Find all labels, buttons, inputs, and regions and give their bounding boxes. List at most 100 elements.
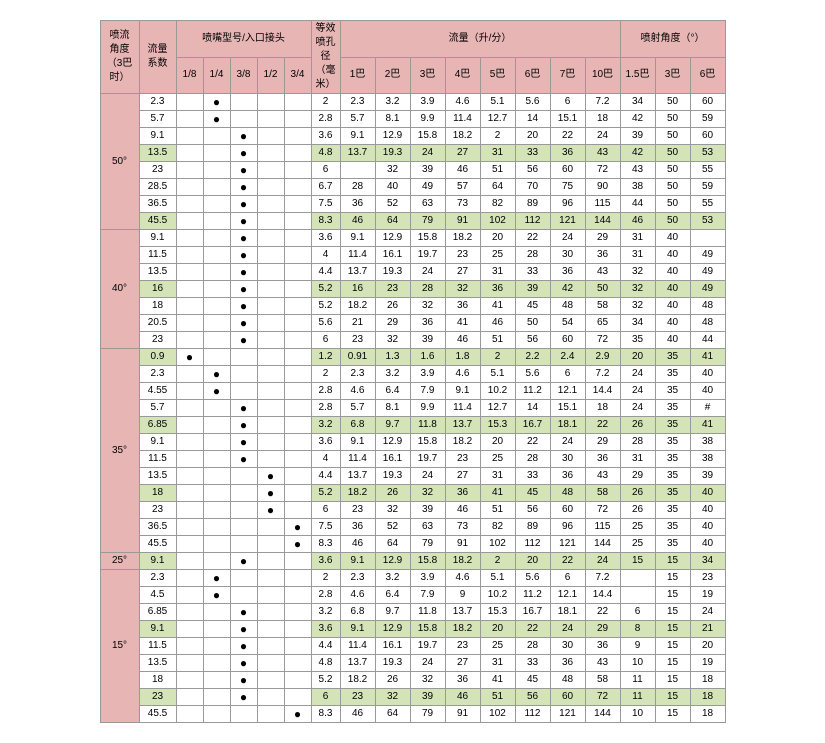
- sprayangle-cell: 18: [690, 706, 725, 723]
- flow-cell: 89: [515, 519, 550, 536]
- flow-cell: 24: [585, 128, 620, 145]
- sprayangle-cell: 18: [690, 672, 725, 689]
- flow-cell: 4.6: [340, 383, 375, 400]
- flow-cell: 29: [375, 315, 410, 332]
- inlet-dot: [257, 417, 284, 434]
- angle-cell: 50°: [100, 94, 139, 230]
- hdr-spraybar-2: 6巴: [690, 57, 725, 94]
- inlet-dot: [203, 349, 230, 366]
- flow-cell: 73: [445, 196, 480, 213]
- sprayangle-cell: 15: [655, 672, 690, 689]
- inlet-dot: [257, 94, 284, 111]
- inlet-dot: [176, 315, 203, 332]
- hdr-flowbar-6: 7巴: [550, 57, 585, 94]
- inlet-dot: [203, 145, 230, 162]
- flow-cell: 4.6: [340, 587, 375, 604]
- table-row: 23●632394651566072435055: [100, 162, 725, 179]
- flow-cell: 36: [585, 638, 620, 655]
- flow-cell: 14: [515, 400, 550, 417]
- flow-cell: 15.1: [550, 111, 585, 128]
- flow-cell: 15.8: [410, 230, 445, 247]
- inlet-dot: [284, 128, 311, 145]
- flow-cell: 18: [585, 111, 620, 128]
- flow-cell: 58: [585, 298, 620, 315]
- diam-cell: 6.7: [311, 179, 340, 196]
- flow-cell: 9.1: [340, 621, 375, 638]
- inlet-dot: [203, 213, 230, 230]
- flow-cell: 115: [585, 519, 620, 536]
- inlet-dot: [257, 298, 284, 315]
- inlet-dot: [176, 179, 203, 196]
- flow-cell: 46: [445, 332, 480, 349]
- coeff-cell: 2.3: [139, 570, 176, 587]
- sprayangle-cell: 50: [655, 111, 690, 128]
- diam-cell: 3.6: [311, 128, 340, 145]
- table-row: 23●62332394651566072263540: [100, 502, 725, 519]
- flow-cell: 11.2: [515, 383, 550, 400]
- sprayangle-cell: 11: [620, 672, 655, 689]
- hdr-equiv-diam: 等效 喷孔 径（毫 米）: [311, 21, 340, 94]
- flow-cell: 39: [410, 332, 445, 349]
- sprayangle-cell: 31: [620, 451, 655, 468]
- inlet-dot: [203, 519, 230, 536]
- flow-cell: 70: [515, 179, 550, 196]
- sprayangle-cell: 59: [690, 111, 725, 128]
- diam-cell: 6: [311, 689, 340, 706]
- flow-cell: 64: [375, 706, 410, 723]
- angle-cell: 35°: [100, 349, 139, 553]
- sprayangle-cell: 50: [655, 213, 690, 230]
- diam-cell: 8.3: [311, 706, 340, 723]
- flow-cell: 16.7: [515, 417, 550, 434]
- flow-cell: 115: [585, 196, 620, 213]
- table-row: 9.1●3.69.112.915.818.22022242981521: [100, 621, 725, 638]
- inlet-dot: [230, 519, 257, 536]
- flow-cell: 36: [340, 519, 375, 536]
- sprayangle-cell: 48: [690, 298, 725, 315]
- inlet-dot: [257, 230, 284, 247]
- flow-cell: 51: [480, 162, 515, 179]
- sprayangle-cell: 24: [620, 366, 655, 383]
- flow-cell: 4.6: [445, 366, 480, 383]
- sprayangle-cell: 55: [690, 162, 725, 179]
- flow-cell: 121: [550, 536, 585, 553]
- flow-cell: 2.9: [585, 349, 620, 366]
- flow-cell: 96: [550, 196, 585, 213]
- flow-cell: 19.7: [410, 638, 445, 655]
- flow-cell: 56: [515, 162, 550, 179]
- flow-cell: 9.1: [340, 434, 375, 451]
- flow-cell: 31: [480, 264, 515, 281]
- flow-cell: 8.1: [375, 111, 410, 128]
- flow-cell: 12.9: [375, 230, 410, 247]
- sprayangle-cell: [620, 587, 655, 604]
- sprayangle-cell: 26: [620, 417, 655, 434]
- flow-cell: 23: [445, 638, 480, 655]
- flow-cell: 7.9: [410, 383, 445, 400]
- inlet-dot: ●: [176, 349, 203, 366]
- hdr-spraybar-1: 3巴: [655, 57, 690, 94]
- inlet-dot: [203, 502, 230, 519]
- flow-cell: 25: [480, 638, 515, 655]
- sprayangle-cell: 38: [620, 179, 655, 196]
- inlet-dot: [176, 264, 203, 281]
- inlet-dot: [284, 451, 311, 468]
- sprayangle-cell: 40: [690, 485, 725, 502]
- flow-cell: 39: [410, 162, 445, 179]
- flow-cell: 13.7: [340, 655, 375, 672]
- sprayangle-cell: 49: [690, 247, 725, 264]
- inlet-dot: [176, 366, 203, 383]
- flow-cell: 20: [515, 553, 550, 570]
- inlet-dot: [257, 366, 284, 383]
- sprayangle-cell: 50: [655, 145, 690, 162]
- inlet-dot: [176, 162, 203, 179]
- sprayangle-cell: 40: [690, 383, 725, 400]
- flow-cell: 46: [445, 689, 480, 706]
- diam-cell: 2.8: [311, 400, 340, 417]
- inlet-dot: [257, 570, 284, 587]
- sprayangle-cell: 15: [655, 621, 690, 638]
- diam-cell: 5.6: [311, 315, 340, 332]
- flow-cell: 23: [445, 247, 480, 264]
- table-row: 6.85●3.26.89.711.813.715.316.718.1222635…: [100, 417, 725, 434]
- sprayangle-cell: 32: [620, 264, 655, 281]
- hdr-inlet-3: 1/2: [257, 57, 284, 94]
- diam-cell: 5.2: [311, 485, 340, 502]
